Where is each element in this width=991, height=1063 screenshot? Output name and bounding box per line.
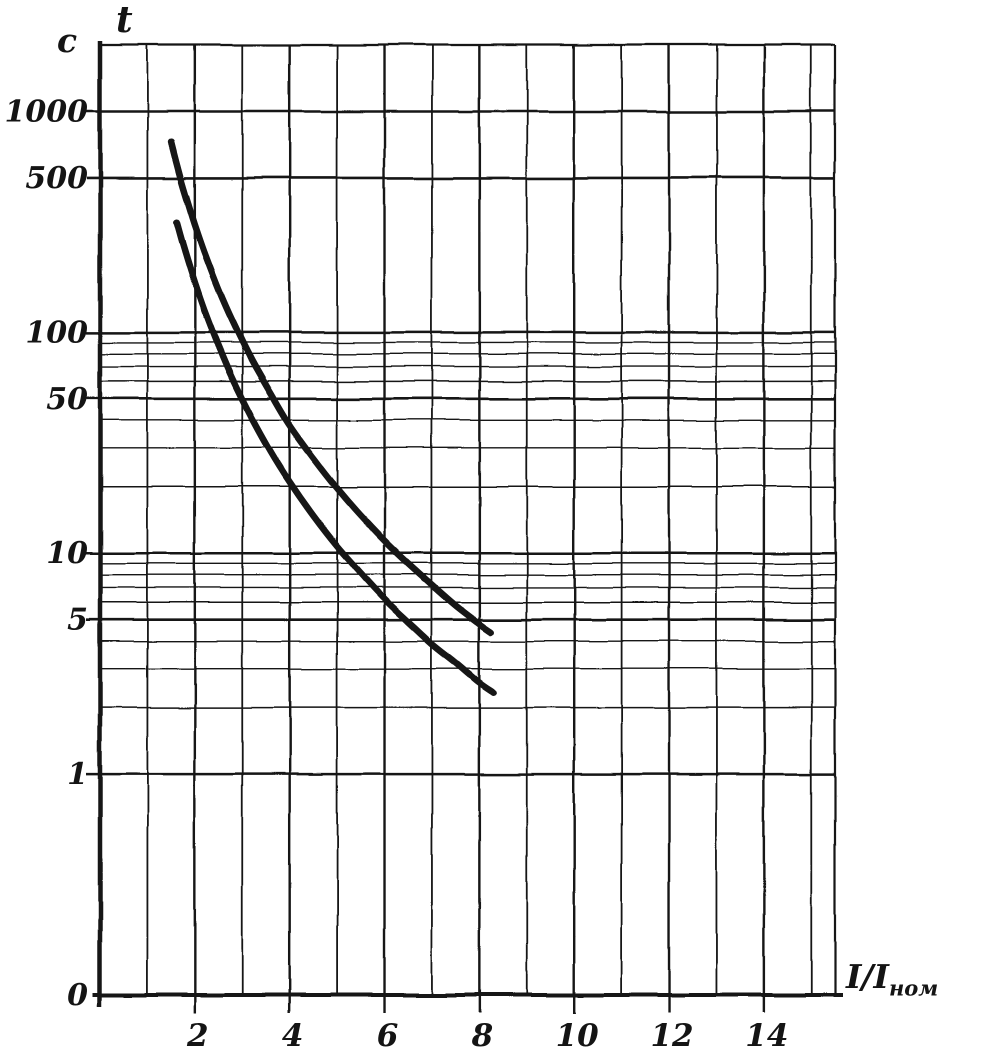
- y-tick-label: 100: [25, 315, 88, 350]
- y-tick-label: 10: [46, 536, 88, 571]
- grid-lines: [86, 45, 835, 1013]
- x-tick-label: 14: [745, 1018, 788, 1054]
- y-tick-label: 5: [67, 603, 88, 638]
- y-tick-label: 0: [67, 978, 88, 1013]
- y-tick-label: 50: [46, 382, 88, 417]
- curves: [167, 138, 497, 696]
- x-axis-label-subscript: ном: [888, 975, 939, 1001]
- y-tick-label: 500: [25, 161, 88, 196]
- x-tick-label: 4: [282, 1018, 304, 1054]
- x-tick-label: 8: [471, 1018, 494, 1054]
- x-axis-label: I/Iном: [846, 960, 938, 999]
- x-axis-label-main: I/I: [846, 957, 889, 996]
- y-tick-label: 1: [67, 757, 88, 792]
- x-tick-label: 2: [186, 1018, 209, 1054]
- y-tick-label: 1000: [5, 94, 89, 129]
- y-axis-unit-label: c: [57, 21, 78, 60]
- upper-curve: [167, 138, 495, 636]
- axes: [93, 41, 843, 1007]
- y-axis-symbol: t: [116, 0, 133, 41]
- x-tick-label: 10: [556, 1018, 600, 1054]
- x-tick-label: 6: [377, 1018, 399, 1054]
- lower-curve: [173, 219, 497, 696]
- x-tick-label: 12: [650, 1018, 693, 1054]
